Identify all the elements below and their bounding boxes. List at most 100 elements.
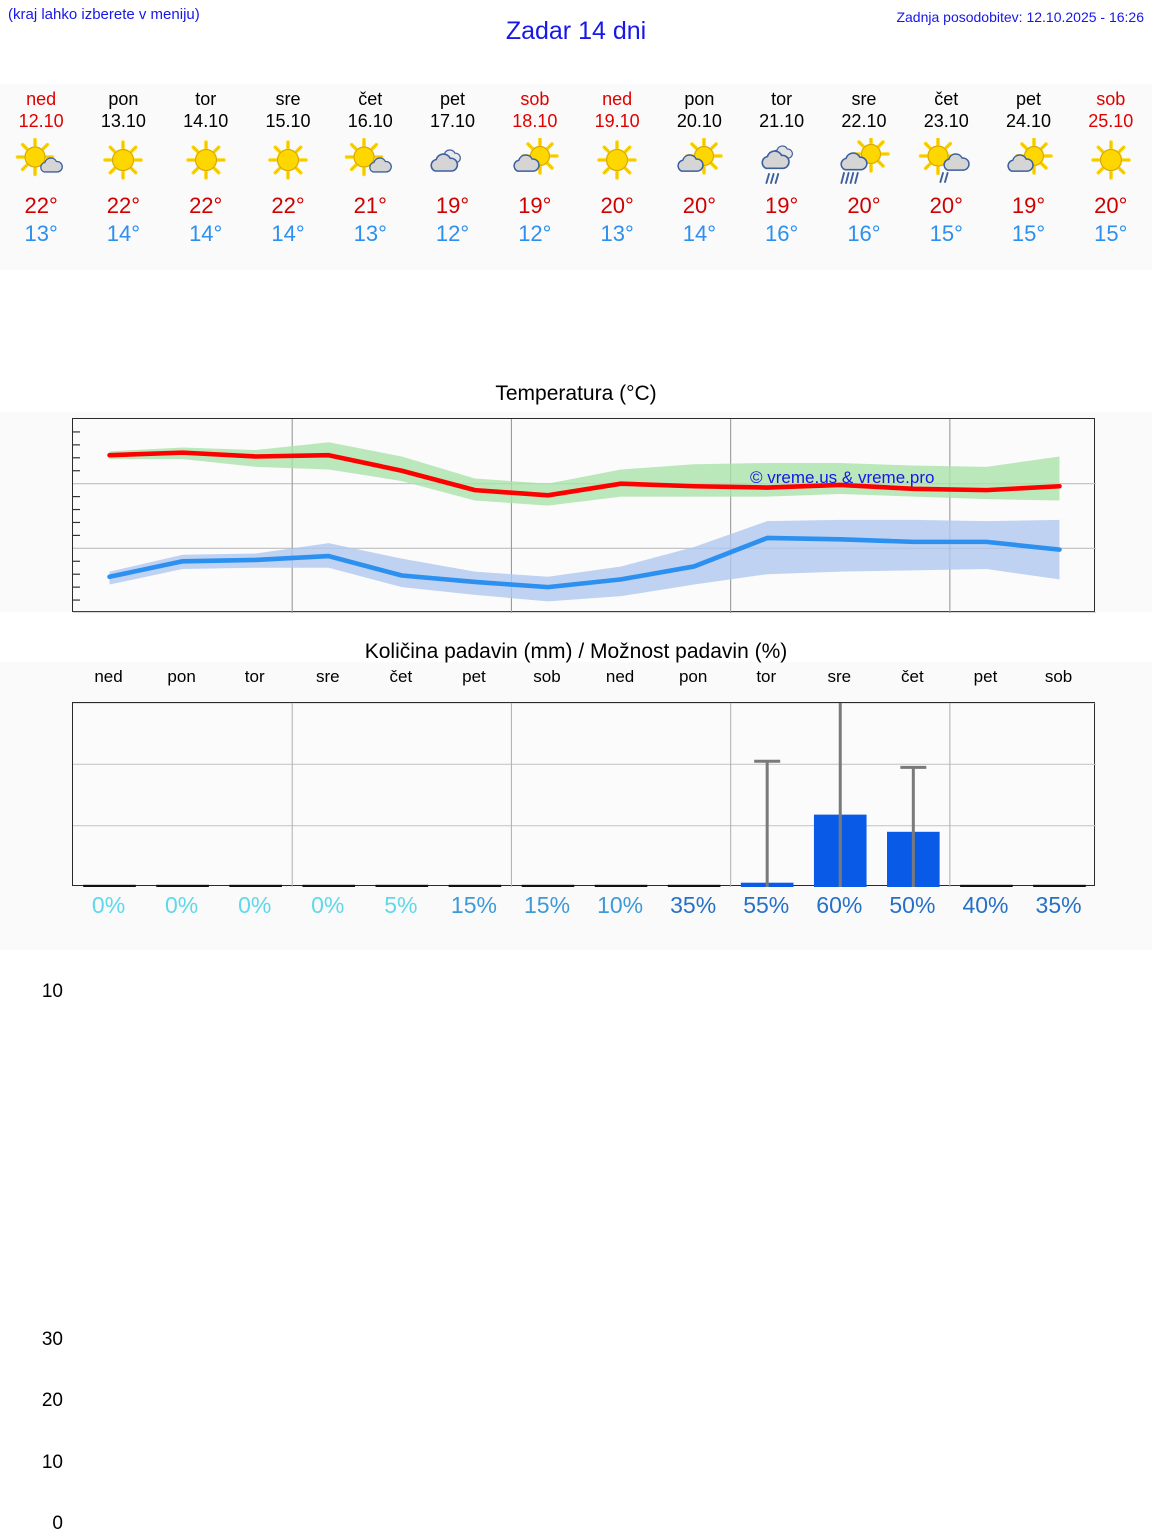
day-column[interactable]: čet 23.10 20° 15° bbox=[905, 84, 987, 270]
precipitation-y-tick: 10 bbox=[41, 1451, 63, 1473]
precipitation-day-label: sob bbox=[533, 667, 561, 686]
precipitation-probability: 15% bbox=[523, 892, 571, 918]
temperature-chart-title: Temperatura (°C) bbox=[495, 382, 657, 405]
min-temperature: 13° bbox=[600, 221, 634, 246]
max-temperature: 22° bbox=[106, 193, 141, 218]
weather-icon-sun-cloud bbox=[1001, 138, 1057, 184]
precipitation-day-label: pet bbox=[462, 667, 486, 686]
day-column[interactable]: tor 14.10 22° 14° bbox=[165, 84, 247, 270]
precipitation-chart-title: Količina padavin (mm) / Možnost padavin … bbox=[364, 640, 788, 663]
day-name: čet bbox=[358, 89, 383, 109]
weather-icon-sun bbox=[260, 138, 316, 184]
precipitation-chart-section: Količina padavin (mm) / Možnost padavin … bbox=[0, 640, 1152, 1534]
day-date: 14.10 bbox=[183, 111, 229, 131]
day-name: pet bbox=[440, 89, 466, 109]
precipitation-day-label: ned bbox=[94, 667, 123, 686]
day-name: ned bbox=[602, 89, 633, 109]
day-column[interactable]: čet 16.10 21° 13° bbox=[329, 84, 411, 270]
temperature-y-tick: 10 bbox=[41, 981, 63, 1002]
precipitation-day-label: čet bbox=[389, 667, 413, 686]
day-date: 25.10 bbox=[1088, 111, 1134, 131]
max-temperature: 19° bbox=[765, 193, 799, 218]
precipitation-probability: 55% bbox=[743, 892, 790, 918]
precipitation-probability: 0% bbox=[164, 892, 199, 918]
precipitation-probability: 0% bbox=[91, 892, 126, 918]
weather-icon-sun bbox=[178, 138, 234, 184]
day-column[interactable]: pet 17.10 19° 12° bbox=[411, 84, 493, 270]
day-date: 19.10 bbox=[594, 111, 640, 131]
precipitation-probability-row: 0% 0% 0% 0% 5% 15% 15% 10% 35% 55% 60% 50% 40% 35% bbox=[72, 892, 1095, 928]
precipitation-day-label: tor bbox=[244, 667, 265, 686]
max-temperature: 20° bbox=[929, 193, 963, 218]
min-temperature: 15° bbox=[1011, 221, 1046, 246]
day-date: 16.10 bbox=[347, 111, 393, 131]
day-column[interactable]: pet 24.10 19° 15° bbox=[987, 84, 1069, 270]
max-temperature: 20° bbox=[847, 193, 881, 218]
day-date: 23.10 bbox=[923, 111, 969, 131]
day-name: čet bbox=[934, 89, 959, 109]
weather-icon-sun bbox=[95, 138, 151, 184]
day-date: 13.10 bbox=[100, 111, 146, 131]
day-column[interactable]: tor 21.10 19° 16° bbox=[741, 84, 823, 270]
precipitation-day-label: sob bbox=[1044, 667, 1073, 686]
min-temperature: 15° bbox=[929, 221, 963, 246]
day-name: pon bbox=[684, 89, 715, 109]
precipitation-day-label: pet bbox=[973, 667, 998, 686]
min-temperature: 12° bbox=[518, 221, 552, 246]
max-temperature: 19° bbox=[435, 193, 470, 218]
weather-icon-sun-cloud-rain bbox=[836, 138, 892, 184]
weather-icon-sun-cloud-small bbox=[342, 138, 398, 184]
day-name: tor bbox=[195, 89, 217, 109]
day-column[interactable]: sre 15.10 22° 14° bbox=[247, 84, 329, 270]
menu-hint-text: (kraj lahko izberete v meniju) bbox=[8, 6, 200, 23]
page-title: Zadar 14 dni bbox=[505, 17, 647, 45]
precipitation-plot-area bbox=[72, 702, 1096, 887]
precipitation-day-label: pon bbox=[678, 667, 708, 686]
precipitation-probability: 10% bbox=[597, 892, 644, 918]
min-temperature: 13° bbox=[353, 221, 387, 246]
weather-icon-sun-cloud bbox=[671, 138, 727, 184]
weather-icon-sun bbox=[589, 138, 645, 184]
day-date: 18.10 bbox=[512, 111, 558, 131]
precipitation-probability: 60% bbox=[816, 892, 863, 918]
day-column[interactable]: sob 25.10 20° 15° bbox=[1070, 84, 1152, 270]
precipitation-day-labels: ned pon tor sre čet pet sob ned pon tor sre čet pet s… bbox=[72, 667, 1095, 693]
weather-icon-sun-cloud bbox=[507, 138, 563, 184]
min-temperature: 14° bbox=[271, 221, 305, 246]
day-name: pet bbox=[1016, 89, 1042, 109]
day-column[interactable]: sre 22.10 20° 16° bbox=[823, 84, 905, 270]
min-temperature: 14° bbox=[189, 221, 223, 246]
precipitation-day-label: tor bbox=[756, 667, 777, 686]
day-column[interactable]: pon 20.10 20° 14° bbox=[658, 84, 740, 270]
precipitation-y-tick: 0 bbox=[52, 1513, 63, 1534]
day-date: 15.10 bbox=[265, 111, 311, 131]
precipitation-day-label: sre bbox=[315, 667, 340, 686]
day-column[interactable]: ned 19.10 20° 13° bbox=[576, 84, 658, 270]
day-column[interactable]: pon 13.10 22° 14° bbox=[82, 84, 164, 270]
day-name: pon bbox=[108, 89, 139, 109]
min-temperature: 14° bbox=[106, 221, 141, 246]
precipitation-probability: 0% bbox=[311, 892, 345, 918]
max-temperature: 20° bbox=[1094, 193, 1128, 218]
day-date: 17.10 bbox=[430, 111, 476, 131]
precipitation-probability: 0% bbox=[238, 892, 272, 918]
min-temperature: 14° bbox=[682, 221, 717, 246]
day-date: 20.10 bbox=[676, 111, 722, 131]
weather-icon-sun-cloud-rain-light bbox=[918, 138, 974, 184]
min-temperature: 15° bbox=[1094, 221, 1128, 246]
weather-icon-sun-cloud-small bbox=[13, 138, 69, 184]
min-temperature: 12° bbox=[435, 221, 470, 246]
day-column[interactable]: ned 12.10 22° 13° bbox=[0, 84, 82, 270]
temperature-chart-section: Temperatura (°C) 10152025 bbox=[0, 382, 1152, 1002]
precipitation-probability: 15% bbox=[450, 892, 497, 918]
last-update-text: Zadnja posodobitev: 12.10.2025 - 16:26 bbox=[896, 9, 1144, 25]
max-temperature: 20° bbox=[600, 193, 634, 218]
precipitation-probability: 5% bbox=[384, 892, 418, 918]
precipitation-probability: 40% bbox=[962, 892, 1009, 918]
day-column[interactable]: sob 18.10 19° 12° bbox=[494, 84, 576, 270]
day-date: 22.10 bbox=[841, 111, 887, 131]
day-name: sre bbox=[275, 89, 301, 109]
precipitation-probability: 35% bbox=[670, 892, 717, 918]
day-name: sob bbox=[520, 89, 550, 109]
precipitation-y-tick: 30 bbox=[41, 1329, 63, 1350]
